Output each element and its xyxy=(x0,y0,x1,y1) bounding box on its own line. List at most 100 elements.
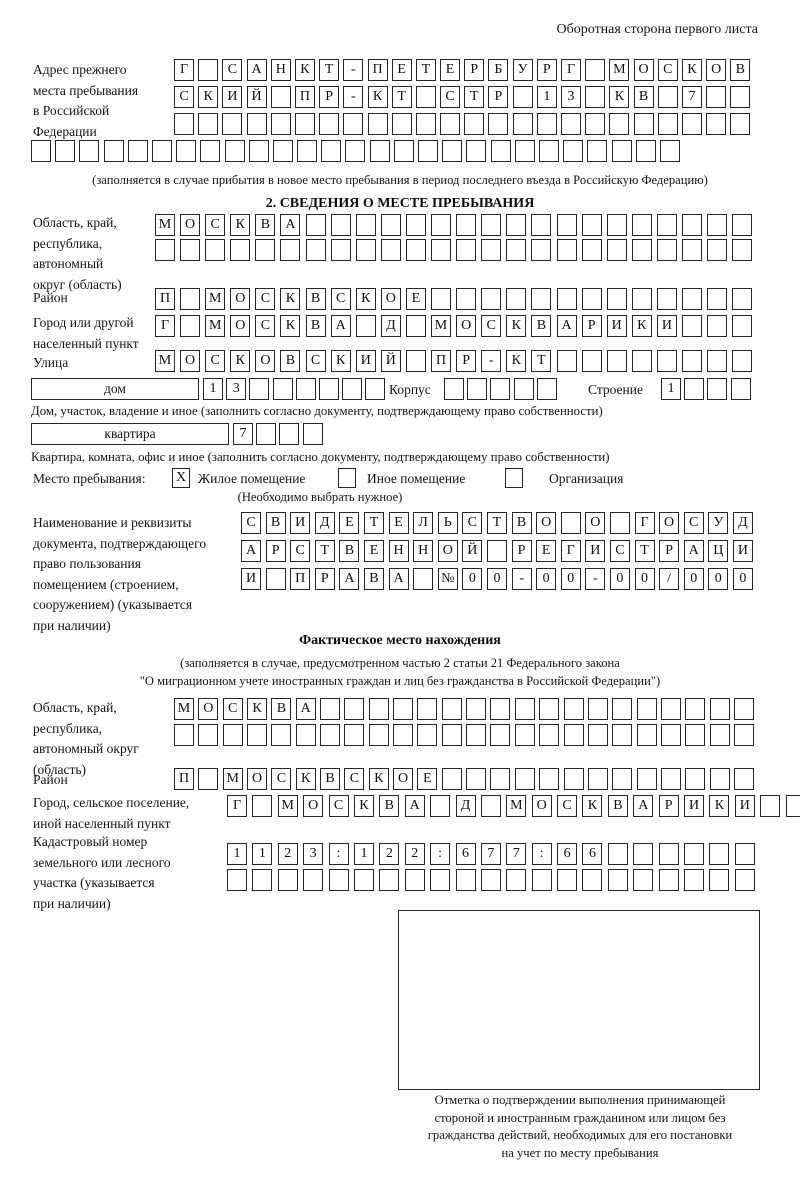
character-box[interactable]: С xyxy=(657,59,678,81)
character-box[interactable]: Й xyxy=(380,350,401,372)
character-box[interactable]: И xyxy=(585,540,606,562)
character-box[interactable]: В xyxy=(379,795,400,817)
character-box[interactable] xyxy=(733,724,754,746)
character-box[interactable] xyxy=(379,869,400,891)
character-box[interactable]: О xyxy=(456,315,477,337)
character-box[interactable] xyxy=(127,140,148,162)
character-box[interactable] xyxy=(456,239,477,261)
character-box[interactable]: И xyxy=(241,568,261,590)
character-box[interactable] xyxy=(176,140,197,162)
character-box[interactable] xyxy=(227,869,247,891)
character-box[interactable]: С xyxy=(462,512,483,534)
character-box[interactable] xyxy=(230,239,251,261)
character-box[interactable] xyxy=(659,140,680,162)
character-box[interactable] xyxy=(198,113,219,135)
character-box[interactable]: Н xyxy=(413,540,434,562)
character-box[interactable]: А xyxy=(241,540,261,562)
character-box[interactable]: А xyxy=(330,315,351,337)
character-box[interactable]: С xyxy=(557,795,578,817)
character-box[interactable]: Л xyxy=(413,512,434,534)
character-box[interactable] xyxy=(685,698,706,720)
character-box[interactable]: В xyxy=(320,768,341,790)
character-box[interactable]: В xyxy=(730,59,751,81)
character-box[interactable] xyxy=(681,315,702,337)
character-box[interactable] xyxy=(480,869,501,891)
character-box[interactable]: М xyxy=(506,795,527,817)
character-box[interactable]: О xyxy=(659,512,680,534)
character-box[interactable] xyxy=(707,239,728,261)
character-box[interactable] xyxy=(730,378,751,400)
character-box[interactable] xyxy=(481,214,502,236)
character-box[interactable] xyxy=(658,869,679,891)
character-box[interactable] xyxy=(224,140,245,162)
character-box[interactable]: С xyxy=(255,288,276,310)
character-box[interactable]: 6 xyxy=(582,843,603,865)
character-box[interactable] xyxy=(466,724,487,746)
character-box[interactable]: В xyxy=(363,568,384,590)
character-box[interactable] xyxy=(581,288,602,310)
character-box[interactable] xyxy=(707,350,728,372)
character-box[interactable] xyxy=(277,869,298,891)
character-box[interactable]: 1 xyxy=(353,843,374,865)
character-box[interactable]: : xyxy=(430,843,451,865)
character-box[interactable] xyxy=(393,698,414,720)
character-box[interactable]: Р xyxy=(319,86,340,108)
character-box[interactable]: В xyxy=(633,86,654,108)
character-box[interactable]: А xyxy=(295,698,316,720)
character-box[interactable] xyxy=(467,378,488,400)
character-box[interactable]: П xyxy=(155,288,175,310)
character-box[interactable]: О xyxy=(706,59,727,81)
character-box[interactable]: Р xyxy=(456,350,477,372)
character-box[interactable] xyxy=(657,86,678,108)
character-box[interactable] xyxy=(305,214,326,236)
character-box[interactable] xyxy=(302,423,323,445)
character-box[interactable] xyxy=(355,214,376,236)
character-box[interactable] xyxy=(441,724,462,746)
character-box[interactable]: Т xyxy=(486,512,507,534)
character-box[interactable] xyxy=(441,768,462,790)
character-box[interactable]: - xyxy=(343,86,364,108)
character-box[interactable]: О xyxy=(585,512,606,534)
character-box[interactable]: О xyxy=(247,768,268,790)
character-box[interactable] xyxy=(707,378,728,400)
character-box[interactable]: М xyxy=(609,59,630,81)
character-box[interactable] xyxy=(344,724,365,746)
character-box[interactable] xyxy=(380,239,401,261)
character-box[interactable] xyxy=(431,214,452,236)
character-box[interactable] xyxy=(709,869,730,891)
character-box[interactable] xyxy=(456,214,477,236)
character-box[interactable]: И xyxy=(355,350,376,372)
character-box[interactable] xyxy=(631,214,652,236)
character-box[interactable]: А xyxy=(246,59,267,81)
character-box[interactable] xyxy=(685,768,706,790)
character-box[interactable] xyxy=(636,768,657,790)
character-box[interactable] xyxy=(480,795,501,817)
character-box[interactable]: С xyxy=(440,86,461,108)
character-box[interactable] xyxy=(413,568,434,590)
character-box[interactable]: 0 xyxy=(486,568,507,590)
character-box[interactable]: К xyxy=(295,768,316,790)
character-box[interactable]: И xyxy=(290,512,311,534)
character-box[interactable] xyxy=(368,724,389,746)
character-box[interactable]: Р xyxy=(265,540,286,562)
character-box[interactable] xyxy=(633,843,654,865)
character-box[interactable]: К xyxy=(609,86,630,108)
character-box[interactable]: И xyxy=(222,86,243,108)
character-box[interactable] xyxy=(180,288,201,310)
character-box[interactable] xyxy=(222,724,243,746)
character-box[interactable]: Е xyxy=(440,59,461,81)
character-box[interactable] xyxy=(587,140,608,162)
character-box[interactable]: О xyxy=(180,350,201,372)
character-box[interactable]: Ц xyxy=(708,540,729,562)
character-box[interactable] xyxy=(606,214,627,236)
character-box[interactable] xyxy=(198,59,219,81)
character-box[interactable] xyxy=(270,86,291,108)
character-box[interactable] xyxy=(415,86,436,108)
character-box[interactable] xyxy=(512,86,533,108)
character-box[interactable] xyxy=(481,288,502,310)
character-box[interactable] xyxy=(732,239,753,261)
character-box[interactable] xyxy=(481,239,502,261)
character-box[interactable]: - xyxy=(585,568,606,590)
character-box[interactable]: Т xyxy=(391,86,412,108)
character-box[interactable]: В xyxy=(607,795,628,817)
